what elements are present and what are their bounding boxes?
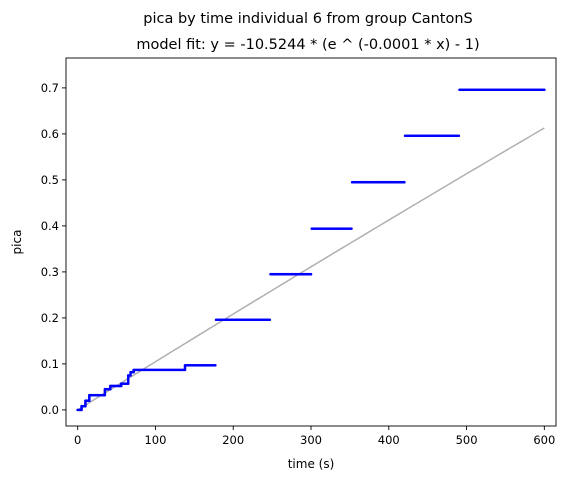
data-segment: [109, 383, 123, 388]
data-segment: [183, 363, 217, 367]
y-tick-label: 0.0: [41, 403, 59, 417]
y-tick-label: 0.5: [41, 173, 59, 187]
x-axis-label: time (s): [288, 457, 335, 471]
x-tick-label: 100: [144, 433, 166, 447]
x-tick-label: 500: [456, 433, 478, 447]
data-segment: [80, 400, 87, 408]
data-point: [457, 134, 461, 138]
y-axis-label: pica: [10, 230, 24, 255]
data-segment: [84, 395, 91, 403]
chart-subtitle: model fit: y = -10.5244 * (e ^ (-0.0001 …: [136, 37, 479, 53]
y-tick-label: 0.6: [41, 127, 59, 141]
data-segment: [403, 134, 461, 138]
data-segment: [350, 180, 406, 184]
fit-line: [77, 127, 545, 411]
y-tick-label: 0.2: [41, 311, 59, 325]
x-tick-label: 400: [378, 433, 400, 447]
data-segment: [458, 88, 546, 92]
x-tick-label: 600: [533, 433, 555, 447]
x-tick-label: 300: [300, 433, 322, 447]
y-tick-label: 0.4: [41, 219, 59, 233]
data-segment: [88, 389, 107, 397]
y-axis: 0.0 0.1 0.2 0.3 0.4 0.5 0.6 0.7: [41, 81, 66, 417]
data-point: [214, 363, 217, 367]
data-segment: [119, 375, 130, 385]
y-tick-label: 0.7: [41, 81, 59, 95]
data-point: [268, 318, 272, 322]
x-tick-label: 200: [222, 433, 244, 447]
data-point: [543, 88, 546, 92]
y-tick-label: 0.1: [41, 357, 59, 371]
x-axis: 0 100 200 300 400 500 600: [74, 426, 555, 447]
data-point: [309, 272, 313, 276]
data-segment: [269, 272, 313, 276]
data-segment: [132, 365, 187, 372]
fit-line-group: [77, 127, 545, 411]
data-points-group: [76, 88, 546, 412]
y-tick-label: 0.3: [41, 265, 59, 279]
chart-title: pica by time individual 6 from group Can…: [143, 11, 473, 27]
data-segment: [214, 318, 272, 322]
data-point: [403, 180, 406, 184]
data-point: [350, 227, 353, 230]
x-tick-label: 0: [74, 433, 81, 447]
data-segment: [310, 227, 353, 230]
